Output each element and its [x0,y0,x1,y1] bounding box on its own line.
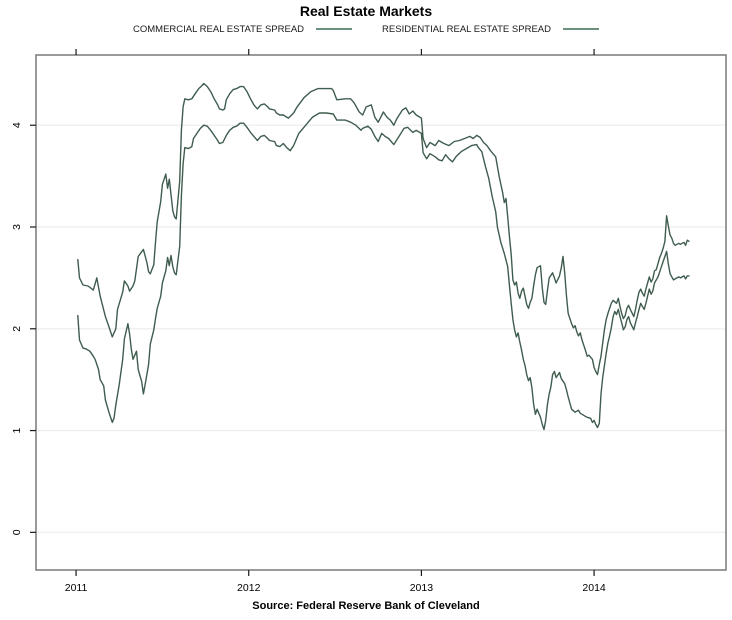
y-axis-label: 0 [11,529,23,535]
y-axis-label: 3 [11,224,23,230]
residential-spread-line [77,112,690,431]
x-axis-label: 2014 [582,582,606,594]
plot-box [35,54,727,571]
y-axis-label: 1 [11,427,23,433]
legend-item-commercial: COMMERCIAL REAL ESTATE SPREAD [133,23,353,35]
x-axis-label: 2011 [65,582,88,594]
legend-label-commercial: COMMERCIAL REAL ESTATE SPREAD [133,23,305,35]
residential-line-swatch-icon [562,28,599,30]
y-axis-label: 4 [11,122,23,128]
source-caption: Source: Federal Reserve Bank of Clevelan… [252,600,480,612]
commercial-line-swatch-icon [316,28,353,30]
page-title: Real Estate Markets [299,3,433,19]
legend: COMMERCIAL REAL ESTATE SPREAD RESIDENTIA… [0,22,732,36]
commercial-spread-line [77,82,690,376]
legend-label-residential: RESIDENTIAL REAL ESTATE SPREAD [382,23,551,35]
y-axis-label: 2 [11,326,23,332]
legend-item-residential: RESIDENTIAL REAL ESTATE SPREAD [382,24,599,35]
x-axis-label: 2013 [410,582,434,594]
x-axis-label: 2012 [237,582,261,594]
